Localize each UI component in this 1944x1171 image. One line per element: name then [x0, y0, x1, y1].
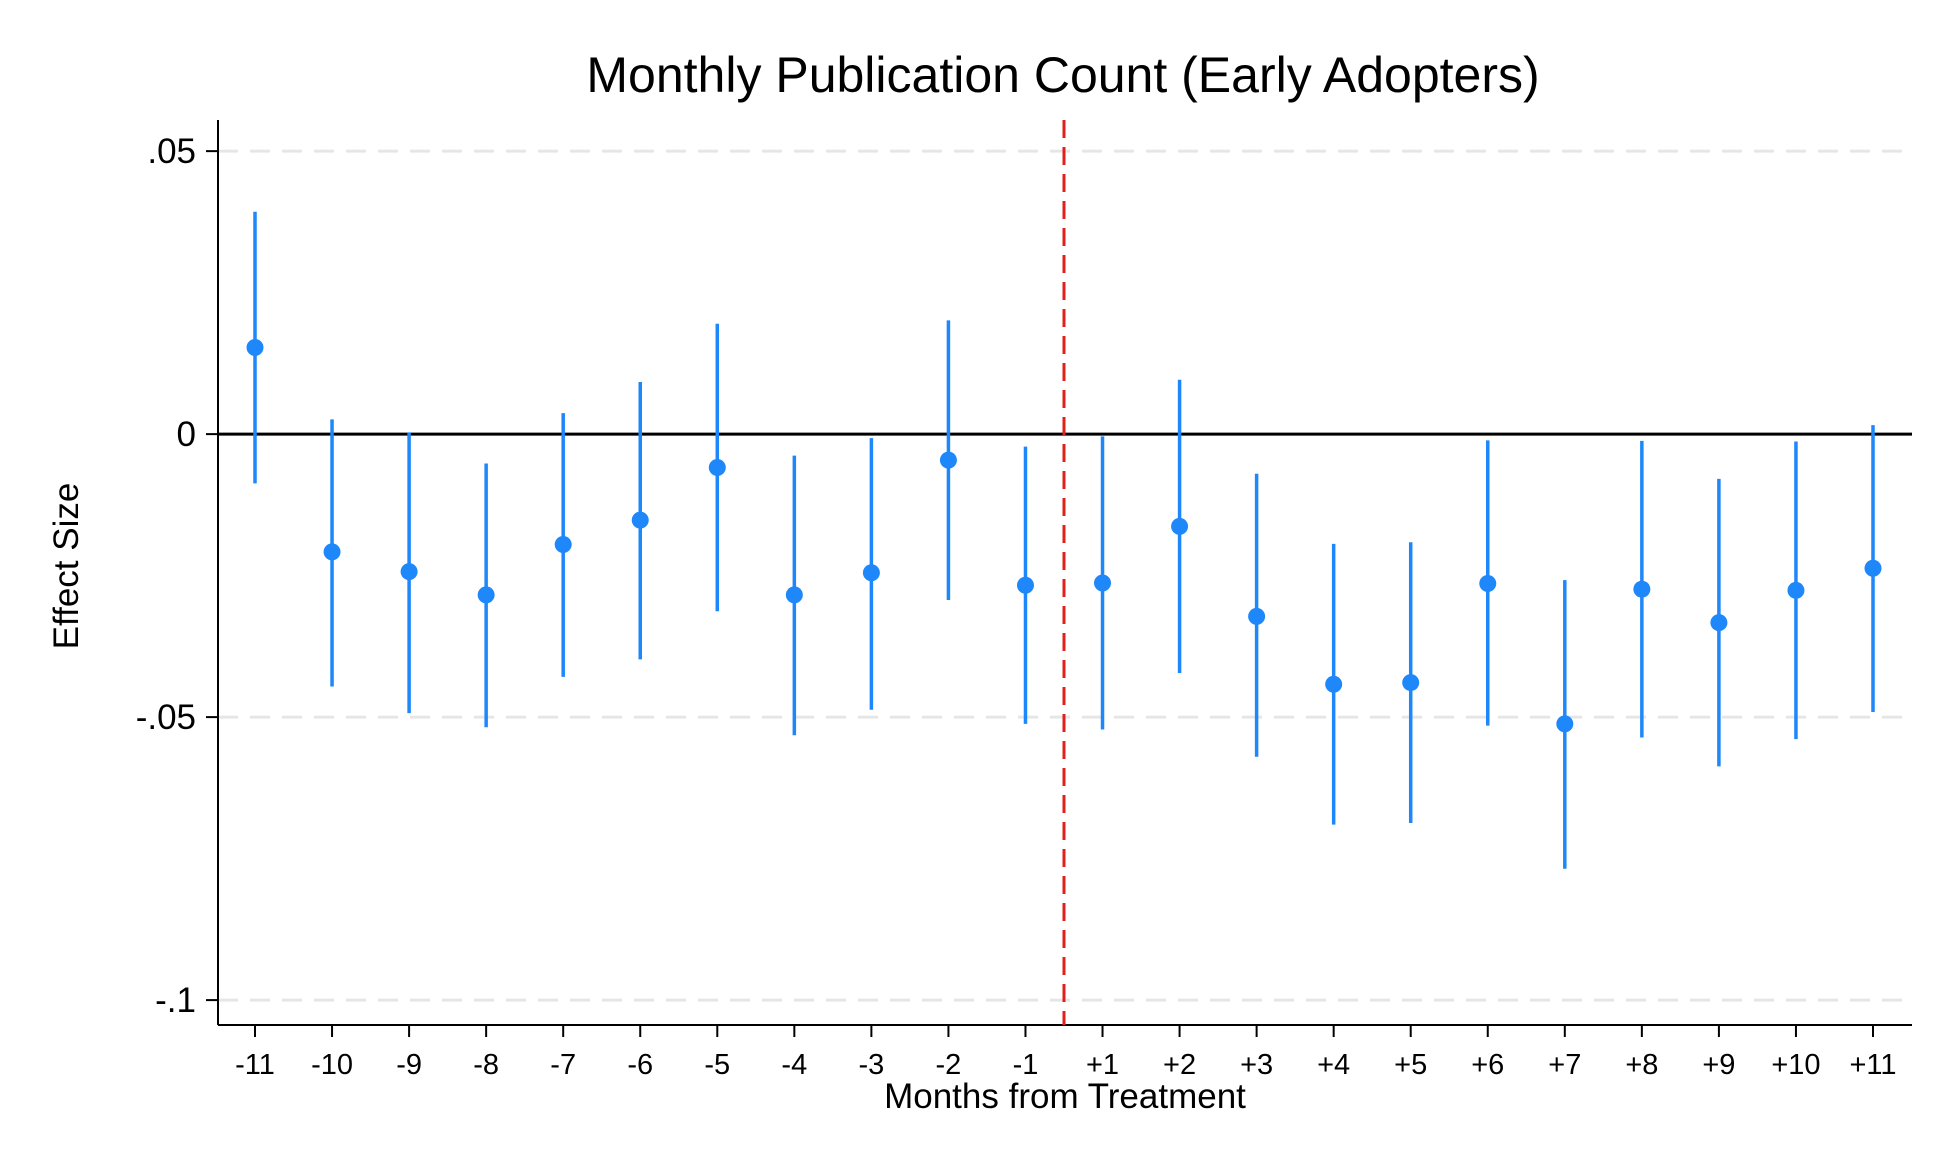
x-tick-labels: -11 -10 -9 -8 -7 -6 -5 -4 -3 -2 -1 +1 +2 +3 +4 +5 +6 +7 +8…: [235, 1049, 1896, 1081]
x-tick-label: -4: [781, 1049, 807, 1081]
y-tick-label: -.1: [155, 981, 196, 1020]
point-estimate: [708, 459, 726, 477]
point-estimates: [246, 339, 1882, 733]
x-tick-label: +1: [1086, 1049, 1119, 1081]
grid-lines: [218, 149, 1912, 1002]
x-tick-label: -5: [704, 1049, 730, 1081]
point-estimate: [1325, 675, 1343, 693]
point-estimate: [400, 563, 418, 581]
point-estimate: [1402, 674, 1420, 692]
point-estimate: [246, 339, 264, 357]
point-estimate: [1171, 517, 1189, 535]
x-tick-label: +10: [1771, 1049, 1820, 1081]
y-axis-label: Effect Size: [47, 483, 86, 650]
x-tick-label: -1: [1013, 1049, 1039, 1081]
point-estimate: [785, 586, 803, 604]
point-estimate: [1479, 575, 1497, 593]
y-tick-labels: .05 0 -.05 -.1: [136, 132, 196, 1020]
point-estimate: [1016, 576, 1034, 594]
reference-lines: [218, 120, 1912, 1025]
axes: [206, 120, 1912, 1037]
x-tick-label: +8: [1625, 1049, 1658, 1081]
x-tick-label: -7: [550, 1049, 576, 1081]
point-estimate: [1787, 581, 1805, 599]
y-tick-label: -.05: [136, 698, 196, 737]
x-tick-label: +6: [1471, 1049, 1504, 1081]
point-estimate: [939, 451, 957, 469]
point-estimate: [477, 586, 495, 604]
x-tick-label: -3: [858, 1049, 884, 1081]
x-tick-label: +2: [1163, 1049, 1196, 1081]
x-tick-label: +9: [1702, 1049, 1735, 1081]
y-tick-label: 0: [177, 415, 196, 454]
y-tick-label: .05: [147, 132, 196, 171]
point-estimate: [1710, 614, 1728, 632]
point-estimate: [554, 535, 572, 553]
point-estimate: [1633, 580, 1651, 598]
point-estimate: [1094, 574, 1112, 592]
chart-title: Monthly Publication Count (Early Adopter…: [586, 47, 1539, 103]
x-tick-label: -8: [473, 1049, 499, 1081]
x-tick-label: +3: [1240, 1049, 1273, 1081]
x-tick-label: -10: [311, 1049, 353, 1081]
x-tick-label: -11: [235, 1049, 275, 1081]
point-estimate: [631, 511, 649, 529]
x-axis-label: Months from Treatment: [884, 1077, 1246, 1116]
point-estimate: [323, 543, 341, 561]
x-tick-label: +7: [1548, 1049, 1581, 1081]
x-tick-label: -2: [936, 1049, 962, 1081]
point-estimate: [1556, 715, 1574, 733]
point-estimate: [1248, 607, 1266, 625]
point-estimate: [862, 564, 880, 582]
x-tick-label: +11: [1849, 1049, 1896, 1081]
point-estimate: [1864, 559, 1882, 577]
x-tick-label: +4: [1317, 1049, 1350, 1081]
x-tick-label: +5: [1394, 1049, 1427, 1081]
x-tick-label: -9: [396, 1049, 422, 1081]
x-tick-label: -6: [627, 1049, 653, 1081]
